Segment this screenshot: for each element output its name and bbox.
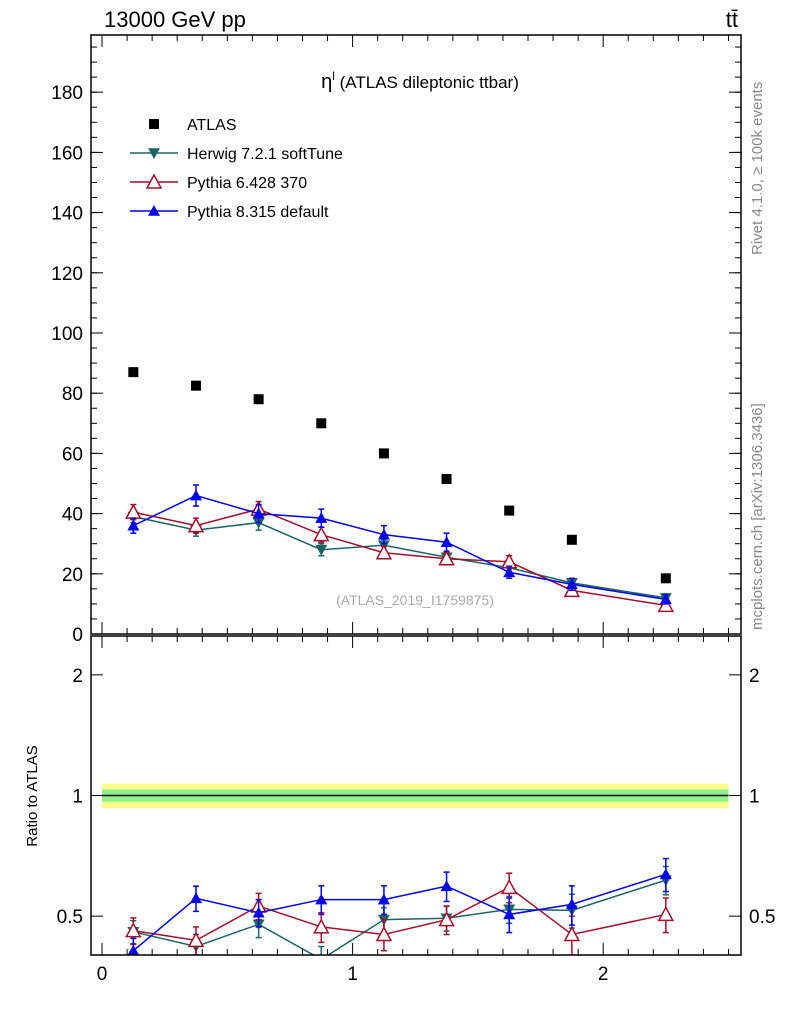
main-data-point xyxy=(440,536,453,547)
ratio-y-tick-label: 0.5 xyxy=(57,907,83,928)
ratio-data-point xyxy=(125,922,142,938)
main-data-point xyxy=(378,448,389,459)
main-data-point xyxy=(503,566,516,578)
ratio-data-point xyxy=(375,925,393,942)
ratio-data-point xyxy=(438,911,455,927)
main-data-point xyxy=(375,544,393,560)
main-data-point xyxy=(189,489,202,501)
main-data-point xyxy=(315,544,328,556)
main-data-point xyxy=(565,578,578,590)
ratio-data-point xyxy=(315,893,328,905)
ratio-data-point xyxy=(187,931,205,948)
ratio-y-tick-label: 2 xyxy=(72,666,83,687)
y-tick-label: 100 xyxy=(51,324,83,345)
main-data-point xyxy=(438,550,455,566)
ratio-y-tick-label-right: 1 xyxy=(749,787,760,808)
main-data-point xyxy=(315,512,328,523)
main-data-point xyxy=(127,519,140,531)
ratio-data-point xyxy=(503,908,516,920)
legend-marker xyxy=(149,119,159,129)
y-tick-label: 40 xyxy=(62,505,83,526)
y-tick-label: 140 xyxy=(51,204,83,225)
title-sup: l xyxy=(332,69,335,83)
main-data-point xyxy=(253,394,264,405)
ratio-series-line xyxy=(133,879,667,955)
main-data-point xyxy=(660,573,671,584)
x-tick-label: 2 xyxy=(598,964,609,985)
title-rest: (ATLAS dileptonic ttbar) xyxy=(335,73,519,92)
ratio-data-point xyxy=(252,906,265,918)
title-eta: η xyxy=(321,71,332,93)
y-tick-label: 180 xyxy=(51,83,83,104)
main-data-point xyxy=(659,593,672,605)
ratio-data-point xyxy=(127,944,140,955)
ratio-data-point xyxy=(565,898,578,910)
legend-marker xyxy=(148,148,160,159)
main-series-1 xyxy=(127,509,672,604)
legend-label: ATLAS xyxy=(187,117,237,134)
y-tick-label: 60 xyxy=(62,444,83,465)
x-tick-label: 1 xyxy=(347,964,358,985)
main-data-point xyxy=(504,505,515,516)
main-series-0 xyxy=(128,367,671,584)
main-series-line xyxy=(133,515,666,599)
main-data-point xyxy=(377,528,390,540)
main-data-point xyxy=(128,367,139,378)
ratio-data-point xyxy=(313,918,330,934)
ratio-data-point xyxy=(657,905,675,922)
legend-label: Herwig 7.2.1 softTune xyxy=(187,146,343,163)
x-tick-label: 0 xyxy=(97,964,108,985)
main-data-point xyxy=(125,503,142,519)
ratio-data-point xyxy=(315,954,328,955)
ratio-data-point xyxy=(440,880,453,891)
main-data-point xyxy=(566,534,577,545)
ratio-ylabel: Ratio to ATLAS xyxy=(24,745,41,846)
y-tick-label: 20 xyxy=(62,565,83,586)
main-data-point xyxy=(657,596,675,613)
ratio-data-point xyxy=(377,893,390,905)
main-series-3 xyxy=(127,484,672,605)
ratio-series-line xyxy=(132,873,667,952)
plot-title: ηl (ATLAS dileptonic ttbar) xyxy=(321,69,519,93)
y-tick-label: 120 xyxy=(51,264,83,285)
legend-marker xyxy=(148,205,160,216)
ratio-y-tick-label: 1 xyxy=(72,787,83,808)
rivet-label: Rivet 4.1.0, ≥ 100k events xyxy=(749,82,766,255)
header-right: tt̄ xyxy=(726,7,738,32)
watermark: (ATLAS_2019_I1759875) xyxy=(336,592,494,608)
main-series-line xyxy=(133,508,666,607)
main-data-point xyxy=(316,418,327,429)
main-data-point xyxy=(313,526,330,542)
legend-label: Pythia 8.315 default xyxy=(187,204,329,221)
main-data-point xyxy=(187,517,205,533)
main-data-point xyxy=(441,473,452,484)
main-frame xyxy=(90,34,742,635)
ratio-data-point xyxy=(659,868,672,880)
main-data-point xyxy=(190,380,201,391)
y-tick-label: 0 xyxy=(72,625,83,646)
ratio-data-point xyxy=(563,925,581,942)
ratio-y-tick-label-right: 2 xyxy=(749,666,760,687)
main-data-point xyxy=(252,507,265,519)
ratio-series-line xyxy=(133,886,666,942)
legend-label: Pythia 6.428 370 xyxy=(187,175,307,192)
ratio-data-point xyxy=(189,892,202,904)
y-tick-label: 160 xyxy=(51,143,83,164)
legend-marker xyxy=(145,173,163,189)
ratio-data-point xyxy=(500,878,518,895)
y-tick-label: 80 xyxy=(62,384,83,405)
mcplots-label: mcplots.cern.ch [arXiv:1306.3436] xyxy=(749,403,766,630)
ratio-series-0 xyxy=(127,865,672,955)
ratio-y-tick-label-right: 0.5 xyxy=(749,907,775,928)
header-left: 13000 GeV pp xyxy=(104,7,246,32)
ratio-series-2 xyxy=(127,857,672,955)
